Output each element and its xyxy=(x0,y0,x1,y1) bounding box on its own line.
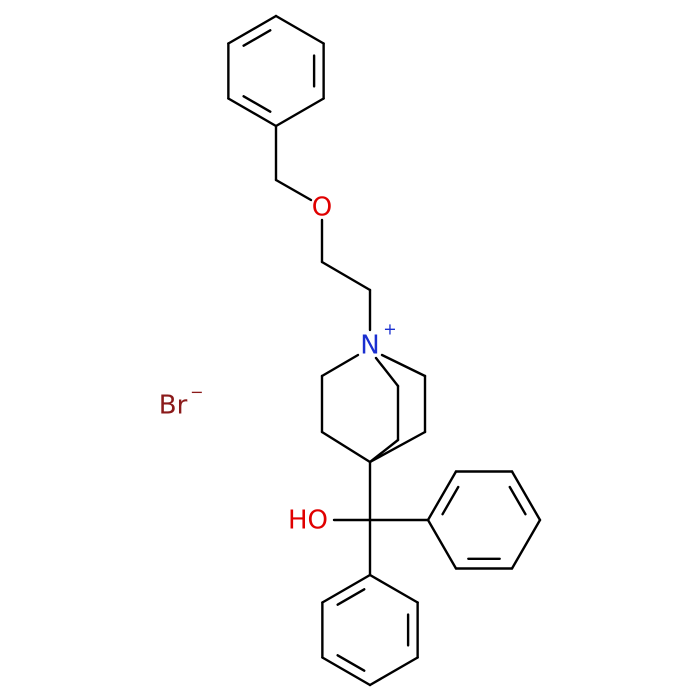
bond xyxy=(320,430,372,464)
bond xyxy=(368,430,427,464)
bond xyxy=(336,654,366,672)
bond xyxy=(441,485,460,516)
charge: + xyxy=(383,320,396,339)
bond xyxy=(368,438,400,464)
bond xyxy=(227,14,278,45)
charge: − xyxy=(190,383,203,402)
bond xyxy=(242,95,272,113)
bond xyxy=(274,14,325,45)
bond xyxy=(336,588,366,606)
bond xyxy=(508,485,527,516)
bond xyxy=(274,97,325,128)
bond xyxy=(374,356,400,388)
bond xyxy=(274,178,313,202)
atom-label: N xyxy=(360,331,379,361)
atom-label: Br xyxy=(159,391,188,421)
bond xyxy=(380,353,427,378)
bond xyxy=(321,573,372,604)
bonds xyxy=(227,14,542,687)
atom-label: HO xyxy=(288,506,328,536)
bond xyxy=(510,518,542,570)
bond xyxy=(368,573,419,604)
bond xyxy=(321,656,372,687)
bond xyxy=(368,656,419,687)
bond xyxy=(426,518,458,570)
bond xyxy=(320,260,372,292)
bond xyxy=(242,29,272,47)
bond xyxy=(227,97,278,128)
atom-label: O xyxy=(312,193,332,223)
bond xyxy=(510,470,542,522)
bond xyxy=(320,353,360,378)
bond xyxy=(426,470,458,522)
